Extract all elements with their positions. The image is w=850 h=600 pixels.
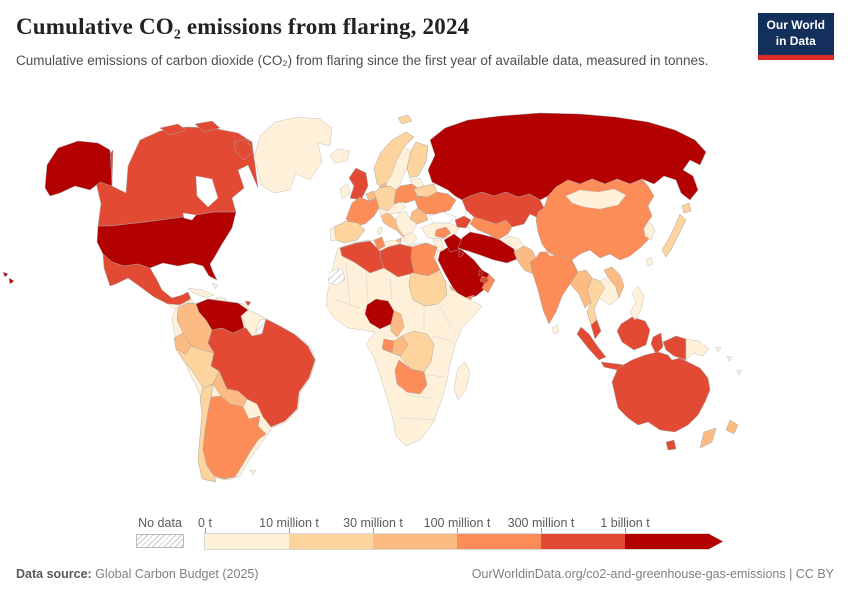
country-qatar[interactable] xyxy=(478,269,484,277)
country-sudan[interactable] xyxy=(408,269,448,307)
legend-no-data-label: No data xyxy=(138,516,182,530)
country-spain[interactable] xyxy=(333,220,366,244)
owid-logo-line1: Our World xyxy=(766,18,825,32)
falkland-islands[interactable] xyxy=(249,469,257,476)
legend-no-data-swatch[interactable] xyxy=(136,534,184,548)
legend-tick-3: 100 million t xyxy=(423,516,491,530)
country-usa-alaska[interactable] xyxy=(44,140,113,197)
africa-internal-borders xyxy=(335,261,453,421)
country-bahamas[interactable] xyxy=(211,282,219,290)
country-finland[interactable] xyxy=(406,141,429,179)
country-greece[interactable] xyxy=(403,231,418,247)
region-svalbard xyxy=(397,114,413,125)
country-syria[interactable] xyxy=(434,226,452,239)
region-uzbekistan-turkmenistan[interactable] xyxy=(469,216,513,241)
legend-tickmark xyxy=(205,528,206,534)
country-new-zealand[interactable] xyxy=(699,419,739,449)
legend-tickmark xyxy=(541,528,542,534)
country-canada[interactable] xyxy=(95,126,259,227)
country-cuba[interactable] xyxy=(187,287,215,299)
country-vietnam[interactable] xyxy=(603,266,625,299)
country-canada-arctic-islands[interactable] xyxy=(159,120,254,161)
owid-logo-box: Our World in Data xyxy=(757,13,834,56)
country-australia[interactable] xyxy=(611,351,711,451)
country-western-sahara[interactable] xyxy=(327,267,346,286)
country-kuwait[interactable] xyxy=(458,250,465,258)
region-borneo[interactable] xyxy=(616,316,651,351)
legend-tick-2: 30 million t xyxy=(343,516,403,530)
legend-segment-1[interactable] xyxy=(289,534,373,549)
data-source-label: Data source: xyxy=(16,567,92,581)
region-pacific-islands xyxy=(715,346,743,376)
country-usa-hawaii[interactable] xyxy=(2,271,15,285)
country-tunisia[interactable] xyxy=(373,236,386,251)
footer-link[interactable]: OurWorldinData.org/co2-and-greenhouse-ga… xyxy=(471,567,834,581)
region-sardinia xyxy=(376,226,383,235)
page-title: Cumulative CO₂ emissions from flaring, 2… xyxy=(16,14,470,39)
legend-segment-4[interactable] xyxy=(541,534,625,549)
country-ireland[interactable] xyxy=(339,183,351,200)
country-papua-new-guinea[interactable] xyxy=(685,338,710,361)
chart-subtitle: Cumulative emissions of carbon dioxide (… xyxy=(16,53,709,68)
legend-segment-3[interactable] xyxy=(457,534,541,549)
choropleth-svg xyxy=(2,112,743,483)
country-chile[interactable] xyxy=(197,383,217,483)
country-malaysia[interactable] xyxy=(590,319,602,340)
legend-segment-5[interactable] xyxy=(625,534,709,549)
map-legend: No data 0 t 10 million t 30 million t 10… xyxy=(0,515,850,557)
country-madagascar[interactable] xyxy=(453,361,471,401)
legend-tickmark xyxy=(625,528,626,534)
country-angola[interactable] xyxy=(394,359,428,395)
country-thailand[interactable] xyxy=(586,277,606,326)
country-japan[interactable] xyxy=(661,202,692,258)
country-indonesia-sumatra[interactable] xyxy=(576,326,607,361)
country-mexico[interactable] xyxy=(102,253,192,306)
legend-tickmark xyxy=(289,528,290,534)
country-greenland[interactable] xyxy=(253,116,333,194)
owid-logo[interactable]: Our World in Data xyxy=(757,13,834,61)
country-philippines[interactable] xyxy=(629,285,645,321)
country-sri-lanka xyxy=(551,324,560,335)
great-lakes xyxy=(182,212,197,221)
country-mongolia[interactable] xyxy=(565,188,627,210)
country-trinidad[interactable] xyxy=(244,300,252,307)
country-china[interactable] xyxy=(535,178,655,261)
country-iceland[interactable] xyxy=(329,148,351,164)
legend-tickmark xyxy=(373,528,374,534)
hudson-bay xyxy=(195,175,219,208)
chart-footer: Data source: Global Carbon Budget (2025)… xyxy=(16,567,834,581)
country-cameroon[interactable] xyxy=(390,310,405,338)
legend-tick-5: 1 billion t xyxy=(600,516,650,530)
country-indonesia-sulawesi[interactable] xyxy=(650,332,664,355)
legend-color-bar xyxy=(204,533,710,550)
legend-tick-1: 10 million t xyxy=(259,516,319,530)
country-iran[interactable] xyxy=(457,231,518,264)
region-central-europe[interactable] xyxy=(378,201,407,217)
legend-tickmark xyxy=(457,528,458,534)
legend-tick-4: 300 million t xyxy=(507,516,575,530)
country-portugal[interactable] xyxy=(329,226,337,242)
region-korea[interactable] xyxy=(643,221,656,241)
region-taiwan xyxy=(645,256,654,267)
country-united-kingdom[interactable] xyxy=(348,167,369,201)
black-sea xyxy=(428,211,457,224)
legend-tick-0: 0 t xyxy=(198,516,212,530)
data-source-value: Global Carbon Budget (2025) xyxy=(91,567,259,581)
legend-segment-0[interactable] xyxy=(205,534,289,549)
legend-segment-2[interactable] xyxy=(373,534,457,549)
world-map xyxy=(0,104,850,506)
data-source: Data source: Global Carbon Budget (2025) xyxy=(16,567,259,581)
legend-arrow xyxy=(709,534,723,549)
country-uae[interactable] xyxy=(479,275,490,285)
owid-logo-strip xyxy=(757,55,834,61)
region-caucasus[interactable] xyxy=(454,215,472,229)
owid-logo-line2: in Data xyxy=(775,33,816,48)
country-india[interactable] xyxy=(529,251,579,325)
